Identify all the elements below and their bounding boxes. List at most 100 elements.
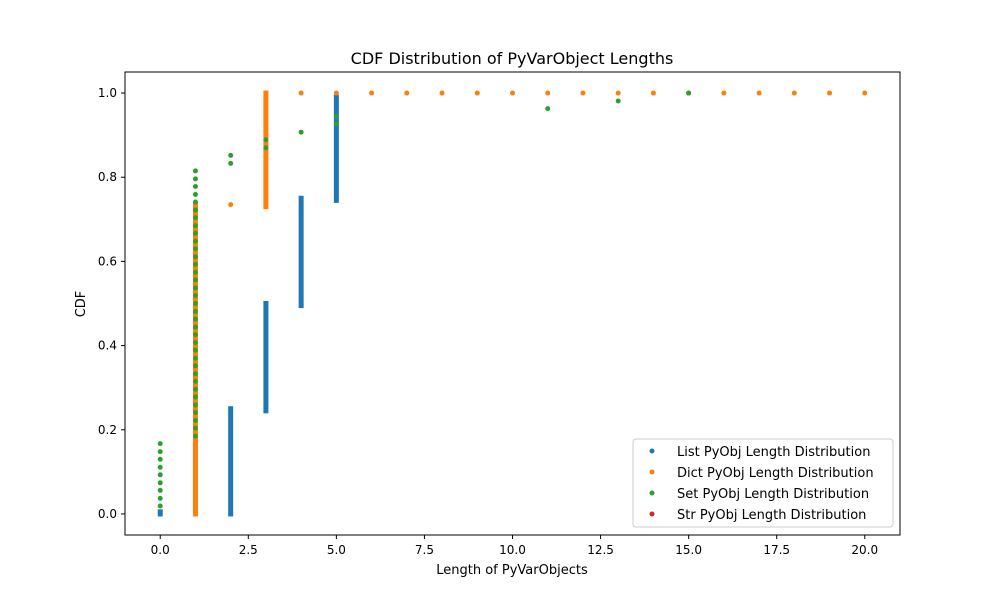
series-0-range-3 [298,195,304,309]
x-tick-label-2: 5.0 [327,543,346,557]
series-2-point-3 [157,480,163,486]
series-2-point-1 [157,495,163,501]
series-2-point-4 [157,472,163,478]
x-axis-ticks: 0.0 2.5 5.0 7.5 10.0 12.5 15.0 17.5 20.0 [151,535,878,557]
y-axis-label: CDF [74,291,89,318]
x-tick-label-5: 12.5 [587,543,614,557]
legend-box [632,438,894,528]
series-1-point-1 [298,90,304,96]
series-2-point-39 [192,199,198,205]
series-2-point-50 [333,114,339,120]
series-2-point-31 [192,261,198,267]
series-2-point-49 [333,121,339,127]
legend-label-2: Set PyObj Length Distribution [677,487,869,502]
series-2-point-35 [192,230,198,236]
series-2-point-33 [192,246,198,252]
series-0-range-1 [228,406,234,517]
series-2-point-27 [192,293,198,299]
series-2-point-40 [192,191,198,197]
series-0-range-4 [333,94,339,203]
x-tick-label-6: 15.0 [675,543,702,557]
series-2-point-28 [192,285,198,291]
series-0 [157,94,339,517]
y-tick-label-0: 0.0 [98,507,117,521]
series-1-point-13 [721,90,727,96]
x-axis-label: Length of PyVarObjects [436,563,588,578]
series-2-point-2 [157,487,163,493]
series-2-point-11 [192,418,198,424]
series-1-point-16 [827,90,833,96]
legend-marker-3 [649,511,655,517]
y-tick-label-5: 1.0 [98,86,117,100]
x-tick-label-7: 17.5 [763,543,790,557]
series-1-point-2 [333,90,339,96]
y-tick-label-2: 0.4 [98,339,117,353]
series-2-point-25 [192,308,198,314]
series-2-point-43 [192,168,198,174]
series-1-point-5 [439,90,445,96]
series-2-point-8 [157,441,163,447]
series-2-point-51 [545,106,551,112]
series-2-point-34 [192,238,198,244]
series-2-point-37 [192,215,198,221]
legend-label-3: Str PyObj Length Distribution [677,508,866,523]
series-1-point-7 [510,90,515,96]
series-1-point-15 [791,90,797,96]
series-1-point-14 [756,90,762,96]
series-2-point-21 [192,340,198,346]
series-0-range-2 [263,301,269,414]
chart-title: CDF Distribution of PyVarObject Lengths [351,49,674,68]
series-2-point-18 [192,363,198,369]
series-1-point-9 [580,90,586,96]
series-2-point-9 [192,433,198,439]
plot-data-layer [157,90,868,517]
y-axis-ticks: 0.0 0.2 0.4 0.6 0.8 1.0 [98,86,125,521]
x-tick-label-3: 7.5 [415,543,434,557]
series-2-point-17 [192,371,198,377]
series-2-point-48 [298,129,304,135]
series-2-point-7 [157,449,163,455]
series-2-point-22 [192,332,198,338]
series-2-point-47 [263,137,269,143]
y-tick-label-3: 0.6 [98,254,117,268]
series-2-point-44 [228,160,234,166]
series-2-point-52 [615,98,621,104]
series-2-point-16 [192,378,198,384]
series-2 [157,90,692,509]
x-tick-label-0: 0.0 [151,543,170,557]
x-tick-label-1: 2.5 [239,543,258,557]
y-tick-label-4: 0.8 [98,170,117,184]
series-2-point-38 [192,207,198,213]
series-1-point-8 [545,90,551,96]
series-2-point-32 [192,254,198,260]
series-2-point-30 [192,269,198,275]
series-2-point-36 [192,223,198,229]
series-2-point-0 [157,503,163,509]
y-tick-label-1: 0.2 [98,423,117,437]
series-2-point-6 [157,456,163,462]
legend-marker-1 [649,469,655,475]
series-2-point-10 [192,425,198,431]
series-2-point-41 [192,183,198,189]
series-2-point-45 [228,152,234,158]
series-2-point-42 [192,176,198,182]
legend-marker-0 [649,448,655,454]
series-1-point-17 [862,90,868,96]
legend: List PyObj Length Distribution Dict PyObj… [632,438,894,528]
series-2-point-5 [157,464,163,470]
series-2-point-14 [192,394,198,400]
series-2-point-29 [192,277,198,283]
series-2-point-53 [686,90,692,96]
series-1-point-10 [615,90,621,96]
series-2-point-46 [263,145,269,151]
series-2-point-24 [192,316,198,322]
series-1-point-11 [650,90,656,96]
series-2-point-15 [192,386,198,392]
series-0-range-0 [157,509,163,517]
series-2-point-20 [192,347,198,353]
series-1-point-3 [369,90,375,96]
legend-label-0: List PyObj Length Distribution [677,445,870,460]
series-2-point-23 [192,324,198,330]
x-tick-label-8: 20.0 [851,543,878,557]
